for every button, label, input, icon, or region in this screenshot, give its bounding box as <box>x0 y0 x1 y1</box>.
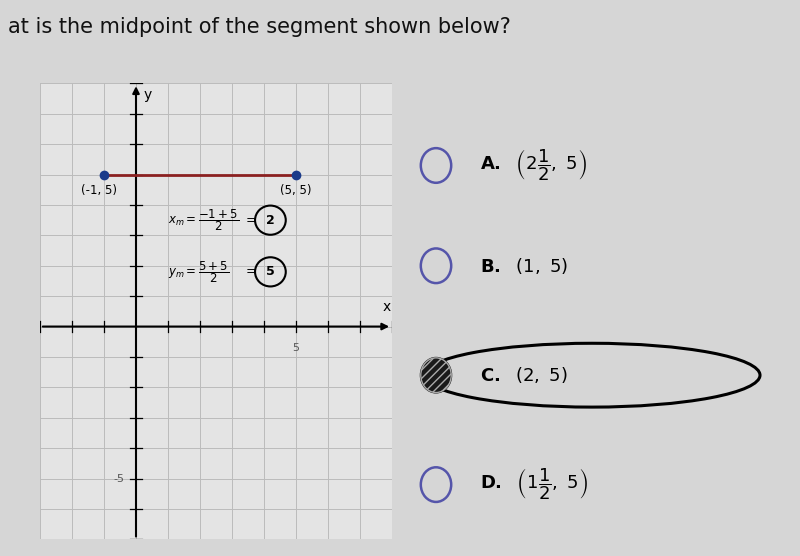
Circle shape <box>421 358 451 393</box>
Text: (5, 5): (5, 5) <box>280 185 312 197</box>
Text: y: y <box>144 88 152 102</box>
Text: =: = <box>246 265 257 279</box>
Text: at is the midpoint of the segment shown below?: at is the midpoint of the segment shown … <box>8 17 511 37</box>
Text: =: = <box>246 214 257 227</box>
Text: $y_m = \dfrac{5+5}{2}$: $y_m = \dfrac{5+5}{2}$ <box>168 259 230 285</box>
Text: (-1, 5): (-1, 5) <box>82 185 118 197</box>
Text: $x_m = \dfrac{-1+5}{2}$: $x_m = \dfrac{-1+5}{2}$ <box>168 207 239 233</box>
Text: -5: -5 <box>114 474 125 484</box>
Text: 2: 2 <box>266 214 274 227</box>
Text: x: x <box>383 300 391 314</box>
Text: 5: 5 <box>293 343 299 353</box>
Text: $\mathbf{B.}\ \ (1,\ 5)$: $\mathbf{B.}\ \ (1,\ 5)$ <box>480 256 568 276</box>
Text: $\mathbf{C.}\ \ (2,\ 5)$: $\mathbf{C.}\ \ (2,\ 5)$ <box>480 365 568 385</box>
Text: $\mathbf{A.}\ \ \left(2\dfrac{1}{2},\ 5\right)$: $\mathbf{A.}\ \ \left(2\dfrac{1}{2},\ 5\… <box>480 148 587 183</box>
Text: $\mathbf{D.}\ \ \left(1\dfrac{1}{2},\ 5\right)$: $\mathbf{D.}\ \ \left(1\dfrac{1}{2},\ 5\… <box>480 467 588 503</box>
Text: 5: 5 <box>266 265 274 279</box>
